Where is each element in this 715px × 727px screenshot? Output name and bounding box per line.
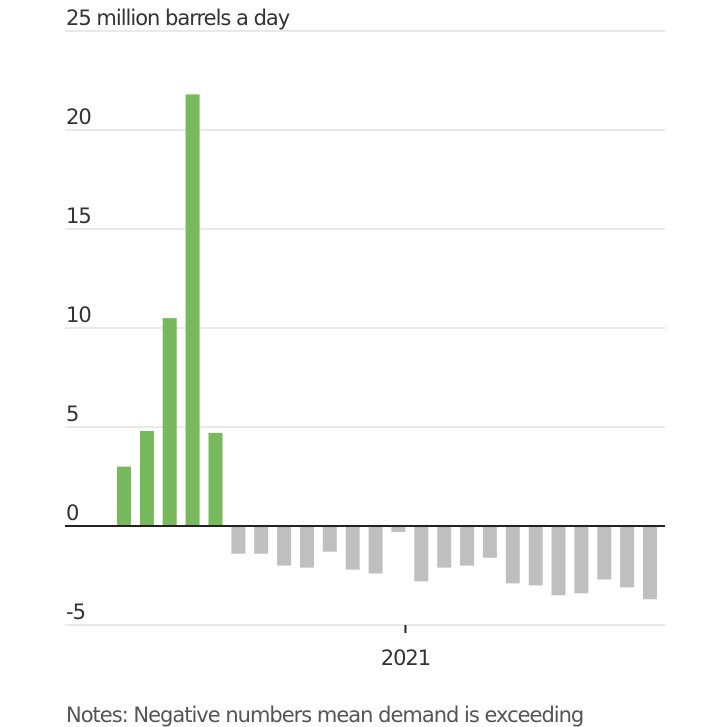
bar-13 [391,526,406,532]
bar-11 [345,526,360,570]
bar-1 [117,466,131,526]
bar-15 [437,526,452,568]
bar-20 [551,526,566,596]
bar-4 [185,94,200,527]
bar-24 [643,526,657,600]
bar-19 [528,526,543,586]
bar-10 [322,526,337,552]
bar-chart: -5 0 5 10 15 20 25 million barrels a day 2021 [65,6,665,670]
bar-21 [574,526,589,594]
y-axis-labels: -5 0 5 10 15 20 25 million barrels a day [66,6,291,624]
y-tick-label-25: 25 million barrels a day [66,6,290,30]
y-tick-label-10: 10 [66,303,91,327]
bar-17 [482,526,497,558]
bar-23 [620,526,635,588]
bars [117,94,657,600]
bar-12 [368,526,383,574]
bar-6 [231,526,246,554]
bar-8 [277,526,292,566]
y-tick-label-20: 20 [66,105,91,129]
x-axis: 2021 [65,525,665,670]
x-tick-label-2021: 2021 [381,646,430,670]
bar-3 [162,318,177,526]
bar-18 [505,526,520,584]
bar-22 [597,526,612,580]
y-tick-label-0: 0 [66,501,78,525]
bar-2 [139,431,154,526]
bar-5 [208,432,223,526]
y-tick-label-15: 15 [66,204,91,228]
bar-16 [460,526,475,566]
chart-note: Notes: Negative numbers mean demand is e… [66,703,584,727]
y-tick-label-5: 5 [66,402,78,426]
bar-9 [300,526,314,568]
y-tick-label--5: -5 [66,600,85,624]
bar-14 [414,526,429,582]
bar-7 [254,526,269,554]
